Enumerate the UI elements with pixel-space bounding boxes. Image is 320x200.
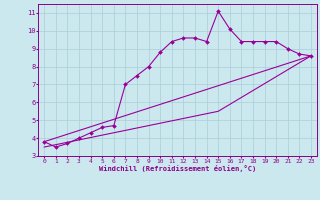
X-axis label: Windchill (Refroidissement éolien,°C): Windchill (Refroidissement éolien,°C) xyxy=(99,165,256,172)
